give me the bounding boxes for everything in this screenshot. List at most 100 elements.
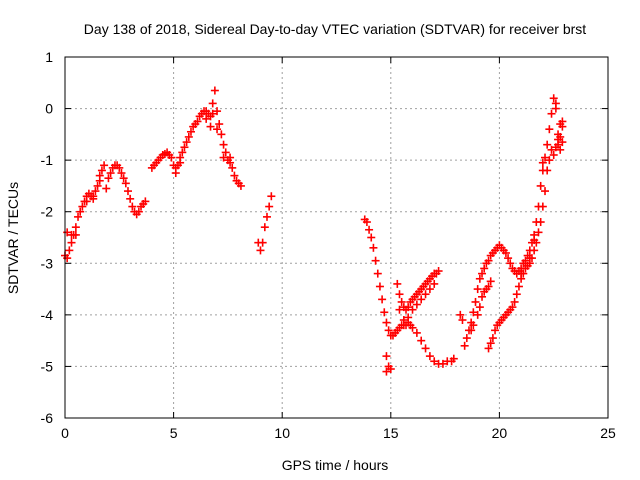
data-point xyxy=(369,243,378,252)
data-point xyxy=(380,308,389,317)
data-point xyxy=(382,352,391,361)
data-point xyxy=(115,163,124,172)
data-point xyxy=(265,202,274,211)
data-point xyxy=(76,207,85,216)
data-point xyxy=(258,238,267,247)
data-point xyxy=(404,303,413,312)
data-point xyxy=(367,233,376,242)
data-point xyxy=(438,359,447,368)
data-point xyxy=(425,285,434,294)
data-point xyxy=(538,202,547,211)
data-point xyxy=(171,169,180,178)
data-point xyxy=(121,179,130,188)
data-point xyxy=(208,99,217,108)
data-point xyxy=(491,326,500,335)
data-point xyxy=(256,246,265,255)
data-point xyxy=(219,140,228,149)
data-point xyxy=(530,246,539,255)
data-point xyxy=(469,321,478,330)
data-point xyxy=(421,344,430,353)
data-point xyxy=(508,303,517,312)
data-point xyxy=(556,145,565,154)
data-point xyxy=(408,305,417,314)
data-point xyxy=(117,169,126,178)
data-point xyxy=(551,99,560,108)
data-point xyxy=(517,269,526,278)
y-tick-label: 1 xyxy=(45,49,53,65)
data-point xyxy=(514,282,523,291)
data-point xyxy=(412,300,421,309)
data-point xyxy=(521,259,530,268)
data-point xyxy=(102,184,111,193)
data-point xyxy=(430,357,439,366)
data-point xyxy=(462,334,471,343)
x-axis-label: GPS time / hours xyxy=(282,457,389,473)
data-point xyxy=(530,236,539,245)
data-point xyxy=(375,282,384,291)
data-point xyxy=(119,174,128,183)
data-point xyxy=(475,274,484,283)
data-point xyxy=(501,248,510,257)
data-point xyxy=(365,225,374,234)
plot-border xyxy=(64,56,609,419)
data-point xyxy=(74,212,83,221)
data-point xyxy=(478,292,487,301)
data-point xyxy=(480,264,489,273)
y-tick-label: -2 xyxy=(41,204,54,220)
data-point xyxy=(541,187,550,196)
data-point xyxy=(536,218,545,227)
data-point xyxy=(178,148,187,157)
y-tick-label: 0 xyxy=(45,101,53,117)
data-point xyxy=(78,202,87,211)
data-point xyxy=(226,153,235,162)
data-point xyxy=(538,158,547,167)
data-point xyxy=(221,148,230,157)
data-point xyxy=(425,352,434,361)
data-point xyxy=(486,339,495,348)
data-point xyxy=(456,310,465,319)
data-point xyxy=(228,163,237,172)
data-point xyxy=(547,109,556,118)
y-tick-label: -4 xyxy=(41,307,54,323)
data-point xyxy=(473,310,482,319)
data-point xyxy=(91,187,100,196)
data-point xyxy=(123,187,132,196)
data-point xyxy=(362,218,371,227)
data-point xyxy=(460,341,469,350)
data-point xyxy=(545,156,554,165)
data-point xyxy=(488,334,497,343)
data-point xyxy=(104,174,113,183)
data-point xyxy=(186,127,195,136)
data-point xyxy=(478,269,487,278)
data-point xyxy=(525,254,534,263)
data-point xyxy=(184,132,193,141)
data-point xyxy=(510,297,519,306)
data-point xyxy=(504,254,513,263)
data-point xyxy=(430,279,439,288)
data-point xyxy=(67,238,76,247)
data-point xyxy=(230,171,239,180)
data-point xyxy=(176,158,185,167)
data-point xyxy=(213,125,222,134)
data-point xyxy=(371,256,380,265)
data-point xyxy=(397,297,406,306)
data-point xyxy=(395,290,404,299)
data-point xyxy=(373,269,382,278)
data-point xyxy=(556,132,565,141)
y-tick-label: -5 xyxy=(41,358,54,374)
data-point xyxy=(417,336,426,345)
data-point xyxy=(100,161,109,170)
data-point xyxy=(434,267,443,276)
data-point xyxy=(262,212,271,221)
data-point xyxy=(558,138,567,147)
data-point xyxy=(484,344,493,353)
data-point xyxy=(93,181,102,190)
x-tick-label: 25 xyxy=(600,425,616,441)
data-point xyxy=(512,290,521,299)
data-point xyxy=(217,130,226,139)
data-point xyxy=(547,145,556,154)
data-point xyxy=(395,305,404,314)
data-point xyxy=(458,316,467,325)
data-point xyxy=(558,117,567,126)
